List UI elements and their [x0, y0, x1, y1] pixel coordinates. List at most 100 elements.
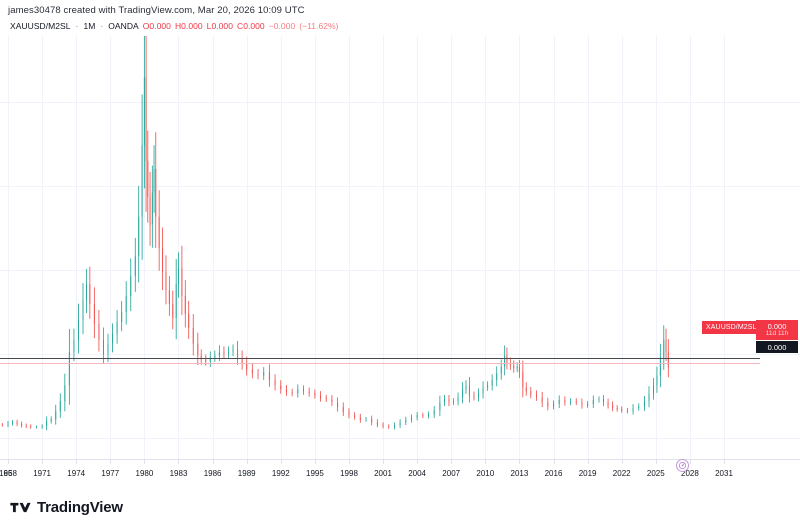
time-axis-tick-label: 1989 — [237, 469, 256, 478]
gridline-horizontal — [0, 354, 800, 355]
gridline-vertical — [383, 36, 384, 459]
gridline-vertical — [315, 36, 316, 459]
legend-separator-2: · — [100, 21, 104, 31]
time-axis-tick-mark — [724, 460, 725, 464]
time-axis-tick-mark — [76, 460, 77, 464]
time-axis-tick-label: 1986 — [203, 469, 222, 478]
legend-low-key: L — [206, 21, 212, 31]
time-axis-tick-label: 2022 — [612, 469, 631, 478]
footer-bar: TradingView — [0, 489, 800, 526]
attribution-text: james30478 created with TradingView.com,… — [8, 5, 305, 16]
legend-high-value: 0.000 — [181, 21, 203, 31]
gridline-vertical — [656, 36, 657, 459]
time-axis-tick-mark — [110, 460, 111, 464]
legend-open-key: O — [142, 21, 150, 31]
gridline-vertical — [281, 36, 282, 459]
gridline-vertical — [76, 36, 77, 459]
time-axis-tick-mark — [554, 460, 555, 464]
axis-price-tag[interactable]: 0.000 11d 11h — [756, 320, 798, 340]
gridline-vertical — [42, 36, 43, 459]
gridline-vertical — [451, 36, 452, 459]
time-axis-tick-label: 2028 — [680, 469, 699, 478]
chart-legend: XAUUSD/M2SL · 1M · OANDA O 0.000 H 0.000 L… — [10, 21, 339, 31]
time-axis-tick-label: 1980 — [135, 469, 154, 478]
legend-low: L 0.000 — [207, 21, 233, 31]
gridline-vertical — [485, 36, 486, 459]
legend-open: O 0.000 — [143, 21, 171, 31]
gridline-vertical — [690, 36, 691, 459]
gridline-horizontal — [0, 270, 800, 271]
gridline-vertical — [554, 36, 555, 459]
legend-high-key: H — [174, 21, 182, 31]
legend-open-value: 0.000 — [149, 21, 171, 31]
gridline-vertical — [213, 36, 214, 459]
gridline-horizontal — [0, 102, 800, 103]
countdown-clock-icon[interactable] — [676, 459, 689, 472]
time-axis-tick-mark — [690, 460, 691, 464]
gridline-vertical — [144, 36, 145, 459]
time-axis-tick-mark — [42, 460, 43, 464]
time-axis-tick-label: 1983 — [169, 469, 188, 478]
time-axis-tick-label: 65 — [3, 469, 13, 478]
time-axis-tick-mark — [349, 460, 350, 464]
legend-high: H 0.000 — [175, 21, 203, 31]
legend-exchange: OANDA — [108, 21, 139, 31]
gridline-vertical — [588, 36, 589, 459]
time-axis-tick-mark — [247, 460, 248, 464]
time-axis-tick-mark — [281, 460, 282, 464]
time-axis-tick-mark — [656, 460, 657, 464]
time-axis-tick-label: 2013 — [510, 469, 529, 478]
axis-price-value: 0.000 — [767, 321, 787, 331]
axis-last-price-tag[interactable]: 0.000 — [756, 341, 798, 353]
legend-close: C 0.000 — [237, 21, 265, 31]
time-axis-tick-label: 2001 — [374, 469, 392, 478]
time-axis-tick-mark — [588, 460, 589, 464]
time-axis-tick-label: 2019 — [578, 469, 597, 478]
time-axis-tick-label: 2007 — [442, 469, 461, 478]
legend-close-value: 0.000 — [243, 21, 265, 31]
legend-close-key: C — [236, 21, 244, 31]
time-axis-tick-label: 2025 — [646, 469, 665, 478]
time-axis-tick-mark — [213, 460, 214, 464]
gridline-horizontal — [0, 438, 800, 439]
price-series-candles — [1, 36, 669, 431]
price-line-primary[interactable] — [0, 358, 760, 359]
axis-symbol-tag[interactable]: XAUUSD/M2SL — [702, 321, 761, 334]
gridline-vertical — [110, 36, 111, 459]
tradingview-logo-icon — [10, 502, 31, 513]
axis-countdown-value: 11d 11h — [765, 329, 789, 337]
time-axis-tick-mark — [8, 460, 9, 464]
time-axis-tick-mark — [485, 460, 486, 464]
legend-change-percent: (−11.62%) — [299, 21, 339, 31]
time-axis-tick-mark — [144, 460, 145, 464]
legend-symbol[interactable]: XAUUSD/M2SL — [10, 21, 71, 31]
time-axis-tick-label: 2016 — [544, 469, 563, 478]
gridline-horizontal — [0, 186, 800, 187]
tradingview-logo-text: TradingView — [37, 499, 123, 516]
legend-low-value: 0.000 — [211, 21, 233, 31]
gridline-vertical — [519, 36, 520, 459]
time-axis-tick-label: 1995 — [305, 469, 324, 478]
time-axis-tick-label: 2010 — [476, 469, 495, 478]
time-axis-tick-mark — [417, 460, 418, 464]
gridline-vertical — [349, 36, 350, 459]
tradingview-logo[interactable]: TradingView — [10, 499, 123, 516]
time-axis-tick-mark — [315, 460, 316, 464]
time-axis-tick-label: 1974 — [67, 469, 86, 478]
time-axis[interactable]: 65 1968 1971 1974 1977 1980 1983 1986 1989 1992 19… — [0, 459, 800, 489]
time-axis-tick-label: 2031 — [715, 469, 733, 478]
time-axis-tick-mark — [519, 460, 520, 464]
legend-interval[interactable]: 1M — [83, 21, 96, 31]
gridline-vertical — [417, 36, 418, 459]
gridline-vertical — [622, 36, 623, 459]
time-axis-tick-label: 1977 — [101, 469, 120, 478]
time-axis-tick-label: 2004 — [408, 469, 426, 478]
price-line-secondary — [0, 363, 760, 364]
time-axis-tick-label: 1968 — [0, 469, 17, 478]
time-axis-tick-mark — [451, 460, 452, 464]
gridline-vertical — [724, 36, 725, 459]
time-axis-tick-label: 1971 — [33, 469, 51, 478]
gridline-vertical — [247, 36, 248, 459]
chart-plot-area[interactable] — [0, 36, 800, 459]
